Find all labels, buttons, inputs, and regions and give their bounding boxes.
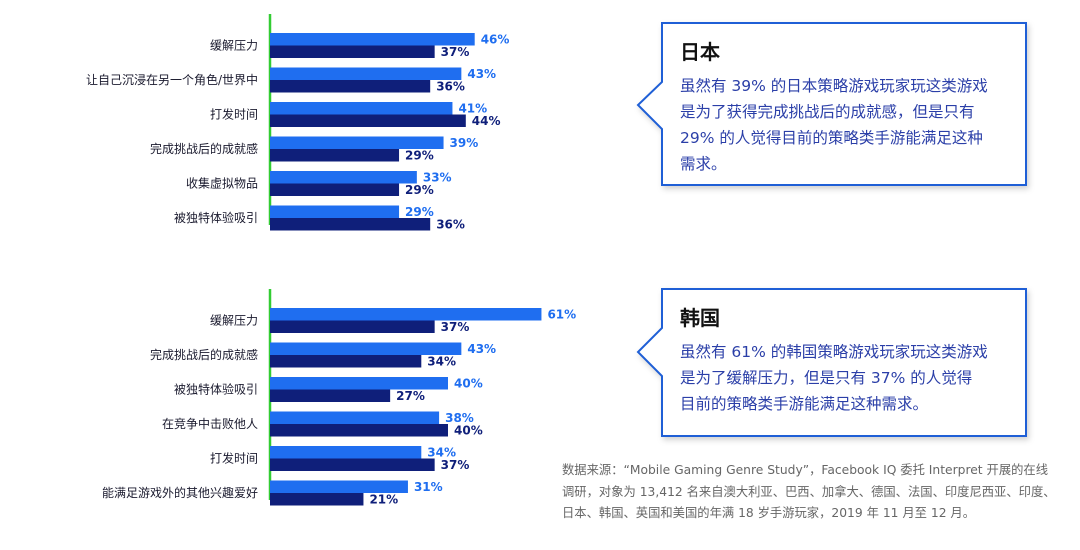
japan-bar-chart: 缓解压力 46%37%让自己沉浸在另一个角色/世界中 43%36%打发时间 41%44… (86, 14, 510, 232)
data-label: 61% (547, 308, 576, 322)
data-label: 37% (441, 45, 470, 59)
bar (270, 389, 391, 402)
callout-title: 韩国 (680, 306, 720, 330)
data-label: 21% (369, 493, 398, 507)
data-label: 43% (467, 67, 496, 81)
bar (270, 171, 417, 184)
category-label: 打发时间 (210, 451, 258, 466)
bar (270, 205, 400, 218)
source-note: 数据来源：“Mobile Gaming Genre Study”，Faceboo… (562, 463, 1056, 520)
bar (270, 493, 364, 506)
data-label: 36% (436, 80, 465, 94)
category-label: 能满足游戏外的其他兴趣爱好 (102, 485, 258, 500)
data-label: 29% (405, 205, 434, 219)
category-label: 完成挑战后的成就感 (150, 347, 258, 362)
bar (270, 424, 448, 437)
callout-title: 日本 (680, 40, 720, 64)
bar (270, 355, 422, 368)
category-label: 完成挑战后的成就感 (150, 141, 258, 156)
data-label: 38% (445, 411, 474, 425)
category-label: 收集虚拟物品 (186, 176, 258, 191)
data-label: 33% (423, 171, 452, 185)
bar (270, 114, 466, 127)
category-label: 让自己沉浸在另一个角色/世界中 (86, 72, 258, 87)
korea-bar-chart: 缓解压力 61% 37% 完成挑战后的成就感 43% 34% 被独特体验吸引 40% 27% 在竞… (102, 289, 576, 507)
data-label: 41% (458, 102, 487, 116)
bar (270, 446, 422, 459)
data-label: 36% (436, 218, 465, 232)
callout-bubble-shape (636, 22, 1027, 186)
bar (270, 67, 462, 80)
data-label: 27% (396, 389, 425, 403)
bar (270, 183, 400, 196)
bar (270, 45, 435, 58)
data-label: 29% (405, 183, 434, 197)
bar (270, 320, 435, 333)
category-label: 打发时间 (210, 107, 258, 122)
callout-bubble-shape (636, 288, 1027, 437)
bar (270, 149, 400, 162)
bar (270, 480, 408, 493)
category-label: 缓解压力 (210, 39, 258, 53)
category-label: 缓解压力 (210, 314, 258, 328)
bar (270, 33, 475, 46)
data-label: 43% (467, 342, 496, 356)
callout-body: 虽然有 39% 的日本策略游戏玩家玩这类游戏 是为了获得完成挑战后的成就感，但是… (680, 77, 988, 173)
data-label: 46% (481, 33, 510, 47)
data-label: 34% (427, 446, 456, 460)
callout-body: 虽然有 61% 的韩国策略游戏玩家玩这类游戏 是为了缓解压力，但是只有 37% … (680, 343, 988, 413)
bar (270, 377, 448, 390)
bar (270, 458, 435, 471)
bar (270, 102, 453, 115)
bar (270, 411, 440, 424)
data-label: 37% (441, 458, 470, 472)
data-label: 29% (405, 149, 434, 163)
category-label: 在竞争中击败他人 (162, 416, 258, 431)
bar (270, 80, 431, 93)
data-label: 39% (450, 136, 479, 150)
bar (270, 342, 462, 355)
data-label: 44% (472, 114, 501, 128)
data-label: 31% (414, 480, 443, 494)
japan-callout: 日本 虽然有 39% 的日本策略游戏玩家玩这类游戏 是为了获得完成挑战后的成就感… (636, 22, 1028, 187)
bar (270, 308, 542, 321)
data-label: 34% (427, 355, 456, 369)
data-label: 37% (441, 320, 470, 334)
bar (270, 218, 431, 231)
category-label: 被独特体验吸引 (174, 210, 258, 225)
korea-callout: 韩国 虽然有 61% 的韩国策略游戏玩家玩这类游戏 是为了缓解压力，但是只有 3… (636, 288, 1028, 438)
data-label: 40% (454, 377, 483, 391)
bar (270, 136, 444, 149)
category-label: 被独特体验吸引 (174, 382, 258, 397)
data-label: 40% (454, 424, 483, 438)
